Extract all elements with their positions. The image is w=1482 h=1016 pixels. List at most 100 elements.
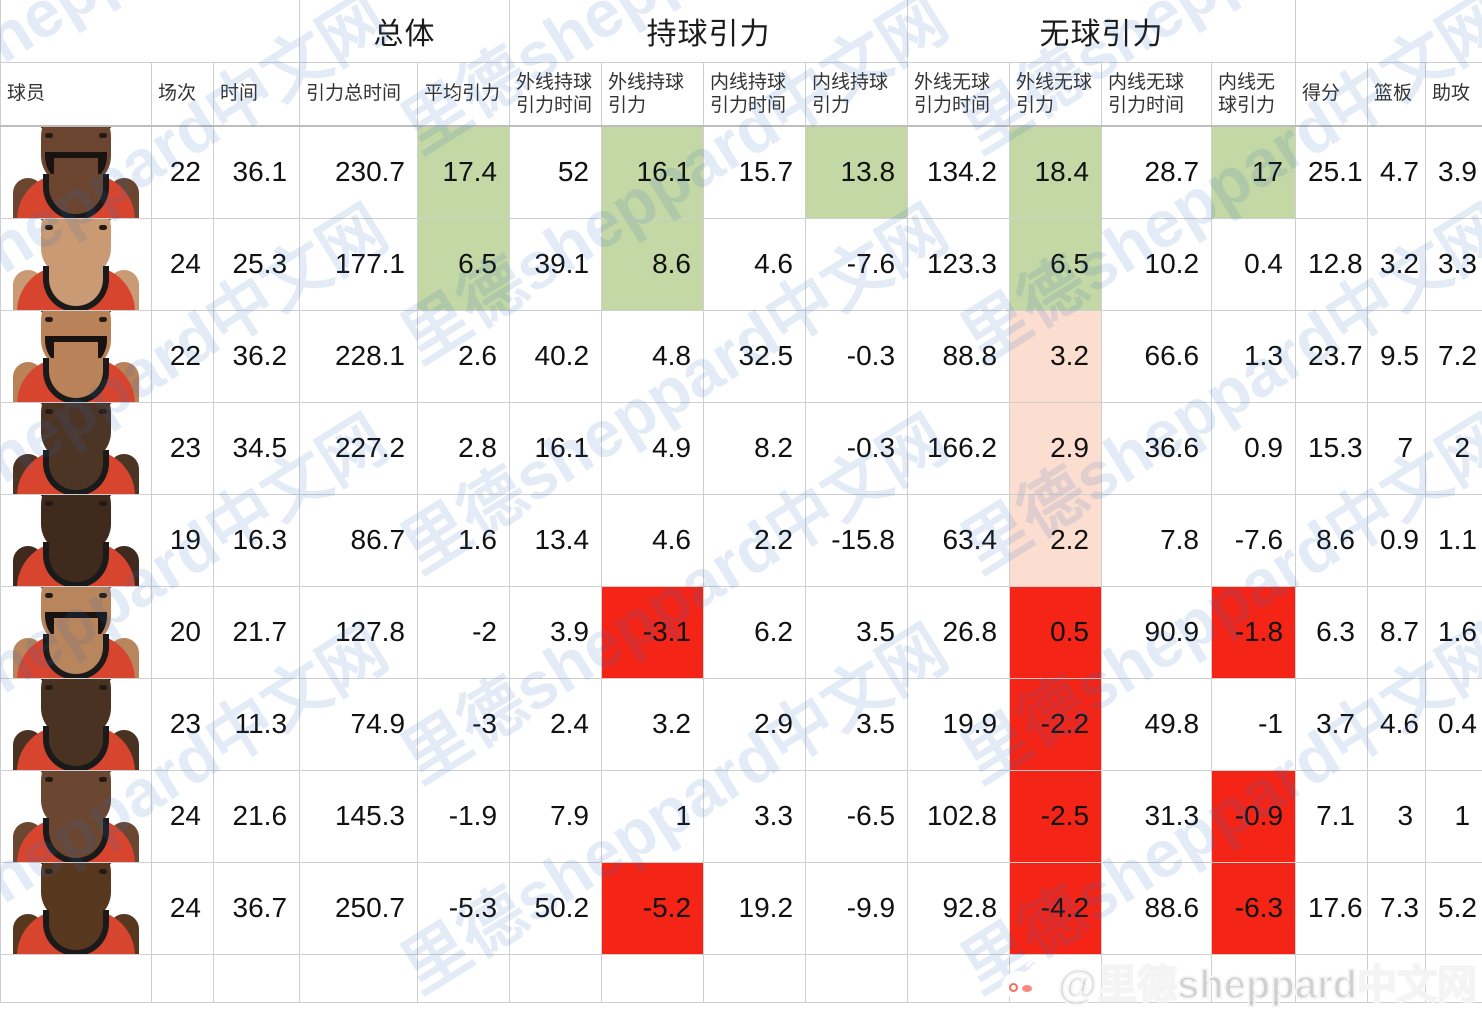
table-row[interactable]: 23 11.3 74.9 -3 2.4 3.2 2.9 3.5 19.9 -2.2 49.8 -1 3.… bbox=[0, 677, 1482, 771]
cell-ast: 7.2 bbox=[1425, 309, 1482, 403]
cell-grav_total_t: 228.1 bbox=[299, 309, 419, 403]
cell-reb: 0.9 bbox=[1367, 493, 1427, 587]
cell-out_ball: 4.6 bbox=[601, 493, 705, 587]
cell-empty bbox=[1211, 953, 1297, 1003]
column-header-in_off_t[interactable]: 内线无球 引力时间 bbox=[1101, 61, 1213, 127]
cell-games: 20 bbox=[151, 585, 214, 679]
column-header-player[interactable]: 球员 bbox=[0, 61, 152, 127]
cell-out_ball: 4.9 bbox=[601, 401, 705, 495]
cell-games: 24 bbox=[151, 861, 214, 955]
cell-empty bbox=[1009, 953, 1103, 1003]
cell-minutes: 36.7 bbox=[212, 861, 301, 955]
table-row[interactable]: 24 21.6 145.3 -1.9 7.9 1 3.3 -6.5 102.8 -2.5 31.3-… bbox=[0, 769, 1482, 863]
cell-in_ball: -9.9 bbox=[805, 861, 909, 955]
cell-out_ball: 8.6 bbox=[601, 217, 705, 311]
cell-in_off: -0.9 bbox=[1211, 769, 1297, 863]
cell-pts: 12.8 bbox=[1295, 217, 1369, 311]
cell-grav_total_t: 127.8 bbox=[299, 585, 419, 679]
cell-reb: 7.3 bbox=[1367, 861, 1427, 955]
cell-empty bbox=[1101, 953, 1213, 1003]
column-header-in_ball[interactable]: 内线持球 引力 bbox=[805, 61, 909, 127]
cell-out_ball: -5.2 bbox=[601, 861, 705, 955]
cell-in_off_t: 36.6 bbox=[1101, 401, 1213, 495]
cell-games: 22 bbox=[151, 309, 214, 403]
cell-in_ball: 3.5 bbox=[805, 677, 909, 771]
cell-empty bbox=[907, 953, 1011, 1003]
column-header-minutes[interactable]: 时间 bbox=[212, 61, 301, 127]
column-header-reb[interactable]: 篮板 bbox=[1367, 61, 1427, 127]
avatar bbox=[0, 585, 152, 679]
cell-out_ball: 4.8 bbox=[601, 309, 705, 403]
cell-empty bbox=[151, 953, 214, 1003]
cell-minutes: 11.3 bbox=[212, 677, 301, 771]
column-header-ast[interactable]: 助攻 bbox=[1425, 61, 1482, 127]
cell-ast: 2 bbox=[1425, 401, 1482, 495]
cell-grav_total_t: 250.7 bbox=[299, 861, 419, 955]
cell-in_off: -1.8 bbox=[1211, 585, 1297, 679]
cell-out_off_t: 102.8 bbox=[907, 769, 1011, 863]
avatar bbox=[0, 861, 152, 955]
cell-empty bbox=[703, 953, 807, 1003]
avatar bbox=[0, 677, 152, 771]
cell-grav_avg: -3 bbox=[417, 677, 511, 771]
cell-in_ball_t: 4.6 bbox=[703, 217, 807, 311]
player-headshot-icon bbox=[13, 587, 139, 677]
cell-grav_total_t: 145.3 bbox=[299, 769, 419, 863]
cell-games: 19 bbox=[151, 493, 214, 587]
column-header-in_off[interactable]: 内线无 球引力 bbox=[1211, 61, 1297, 127]
cell-minutes: 34.5 bbox=[212, 401, 301, 495]
cell-in_off_t: 28.7 bbox=[1101, 125, 1213, 219]
player-headshot-icon bbox=[13, 495, 139, 585]
group-header-2: 持球引力 bbox=[509, 0, 909, 63]
cell-ast: 5.2 bbox=[1425, 861, 1482, 955]
table-row[interactable]: 23 34.5 227.2 2.8 16.1 4.9 8.2 -0.3 166.2 2.9 36.6… bbox=[0, 401, 1482, 495]
cell-ast: 1 bbox=[1425, 769, 1482, 863]
column-header-grav_avg[interactable]: 平均引力 bbox=[417, 61, 511, 127]
cell-out_ball_t: 50.2 bbox=[509, 861, 603, 955]
cell-out_ball: 3.2 bbox=[601, 677, 705, 771]
column-header-grav_total_t[interactable]: 引力总时间 bbox=[299, 61, 419, 127]
cell-ast: 3.3 bbox=[1425, 217, 1482, 311]
cell-grav_avg: 1.6 bbox=[417, 493, 511, 587]
cell-out_off: 6.5 bbox=[1009, 217, 1103, 311]
cell-empty bbox=[1295, 953, 1369, 1003]
column-header-in_ball_t[interactable]: 内线持球 引力时间 bbox=[703, 61, 807, 127]
column-header-pts[interactable]: 得分 bbox=[1295, 61, 1369, 127]
cell-in_off_t: 49.8 bbox=[1101, 677, 1213, 771]
cell-out_off: 2.9 bbox=[1009, 401, 1103, 495]
cell-grav_avg: 2.6 bbox=[417, 309, 511, 403]
table-row[interactable]: 20 21.7 127.8 -2 3.9 -3.1 6.2 3.5 26.8 0.5 90.9 -1.… bbox=[0, 585, 1482, 679]
cell-out_off: 3.2 bbox=[1009, 309, 1103, 403]
cell-in_off_t: 90.9 bbox=[1101, 585, 1213, 679]
cell-empty bbox=[601, 953, 705, 1003]
table-row[interactable]: 24 25.3 177.1 6.5 39.1 8.6 4.6 -7.6 123.3 6.5 10.2… bbox=[0, 217, 1482, 311]
cell-reb: 9.5 bbox=[1367, 309, 1427, 403]
column-header-out_off[interactable]: 外线无球 引力 bbox=[1009, 61, 1103, 127]
cell-out_ball: 1 bbox=[601, 769, 705, 863]
cell-empty bbox=[509, 953, 603, 1003]
cell-in_ball_t: 8.2 bbox=[703, 401, 807, 495]
table-row-empty bbox=[0, 953, 1482, 1003]
cell-pts: 3.7 bbox=[1295, 677, 1369, 771]
cell-grav_avg: -2 bbox=[417, 585, 511, 679]
cell-pts: 8.6 bbox=[1295, 493, 1369, 587]
table-row[interactable]: 22 36.1 230.7 17.4 52 16.1 15.7 13.8 134.2 18.4 28… bbox=[0, 125, 1482, 219]
cell-empty bbox=[1367, 953, 1427, 1003]
column-header-out_off_t[interactable]: 外线无球 引力时间 bbox=[907, 61, 1011, 127]
cell-in_ball: -7.6 bbox=[805, 217, 909, 311]
column-header-games[interactable]: 场次 bbox=[151, 61, 214, 127]
player-headshot-icon bbox=[13, 219, 139, 309]
column-header-out_ball_t[interactable]: 外线持球 引力时间 bbox=[509, 61, 603, 127]
cell-in_ball_t: 15.7 bbox=[703, 125, 807, 219]
avatar bbox=[0, 401, 152, 495]
column-header-out_ball[interactable]: 外线持球 引力 bbox=[601, 61, 705, 127]
cell-empty bbox=[1425, 953, 1482, 1003]
cell-out_off: 0.5 bbox=[1009, 585, 1103, 679]
cell-reb: 3 bbox=[1367, 769, 1427, 863]
table-row[interactable]: 19 16.3 86.7 1.6 13.4 4.6 2.2 -15.8 63.4 2.2 7.8 -7… bbox=[0, 493, 1482, 587]
avatar bbox=[0, 309, 152, 403]
table-row[interactable]: 24 36.7 250.7 -5.3 50.2 -5.2 19.2 -9.9 92.8 -4.2 8… bbox=[0, 861, 1482, 955]
table-row[interactable]: 22 36.2 228.1 2.6 40.2 4.8 32.5 -0.3 88.8 3.2 66.6… bbox=[0, 309, 1482, 403]
cell-grav_total_t: 227.2 bbox=[299, 401, 419, 495]
